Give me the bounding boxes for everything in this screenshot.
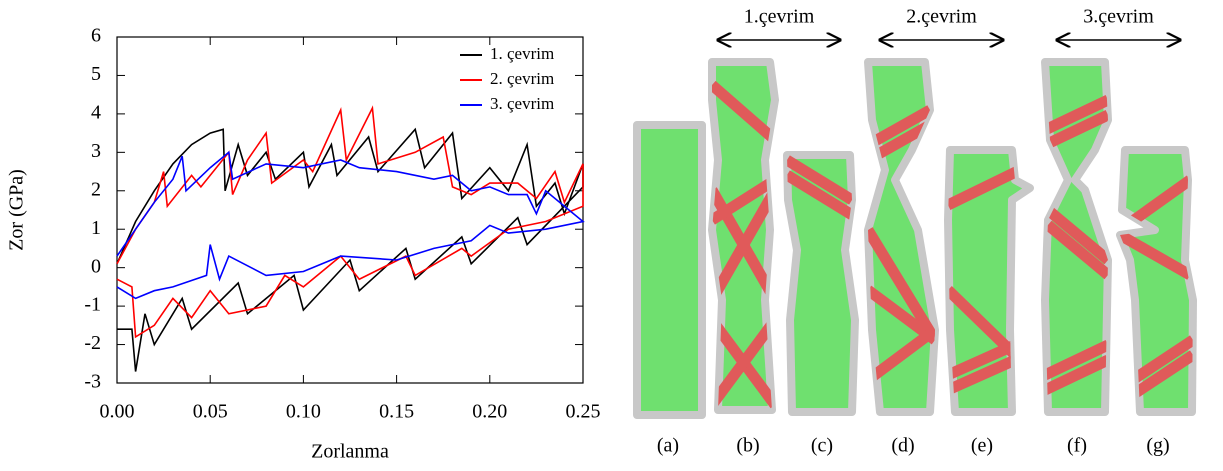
twin-band	[948, 339, 1018, 381]
y-tick-label: 6	[91, 25, 101, 47]
series-line	[116, 150, 585, 300]
twin-band	[948, 354, 1018, 396]
twin-band	[712, 316, 775, 409]
x-tick-label: 0.00	[100, 401, 135, 423]
twin-band	[787, 155, 855, 205]
twin-band	[1045, 220, 1108, 280]
y-tick-label: 1	[91, 217, 101, 239]
y-tick-label: -2	[84, 332, 101, 354]
x-tick-label: 0.05	[193, 401, 228, 423]
twin-band	[1045, 205, 1108, 265]
y-tick-label: 2	[91, 178, 101, 200]
twin-band	[712, 175, 775, 225]
twin-band	[1120, 230, 1193, 280]
twin-band	[1045, 110, 1108, 150]
cycle-label: 3.çevrim	[1083, 6, 1154, 28]
panel-label: (b)	[736, 435, 759, 457]
legend-label: 3. çevrim	[490, 94, 554, 113]
twin-band	[868, 325, 935, 385]
x-tick-label: 0.25	[566, 401, 601, 423]
x-axis-title: Zorlanma	[311, 441, 389, 463]
twin-band	[1045, 340, 1108, 380]
twin-band	[868, 227, 935, 343]
y-tick-label: 3	[91, 140, 101, 162]
panel-label: (g)	[1146, 435, 1169, 457]
series-line	[116, 105, 584, 339]
y-tick-label: -3	[84, 371, 101, 393]
twin-band	[712, 80, 775, 145]
panel-label: (a)	[657, 435, 679, 457]
legend-label: 1. çevrim	[490, 44, 554, 63]
atom-slab	[633, 121, 706, 419]
twin-band	[787, 170, 855, 220]
atom-slab	[783, 151, 859, 416]
y-tick-label: 5	[91, 63, 101, 85]
atomistic-snapshots: (a) (b) (c) (d) (e) (f) (g) 1.çevrim 2.çevrim 3.ç…	[633, 6, 1197, 457]
x-tick-label: 0.15	[379, 401, 414, 423]
panel-label: (d)	[891, 435, 914, 457]
plot-frame	[116, 36, 584, 384]
panel-label: (f)	[1067, 435, 1087, 457]
y-tick-label: 4	[91, 101, 101, 123]
series-line	[116, 127, 584, 372]
twin-band	[1045, 355, 1108, 395]
panel-label: (c)	[811, 435, 833, 457]
x-tick-label: 0.10	[286, 401, 321, 423]
cycle-label: 1.çevrim	[744, 6, 815, 28]
twin-band	[1045, 95, 1108, 135]
twin-band	[868, 105, 933, 150]
legend-label: 2. çevrim	[490, 69, 554, 88]
y-axis-title: Zor (GPa)	[6, 169, 28, 251]
cycle-label: 2.çevrim	[906, 6, 977, 28]
twin-band	[712, 187, 775, 303]
y-tick-label: 0	[91, 255, 101, 277]
panel-label: (e)	[971, 435, 993, 457]
y-tick-label: -1	[84, 294, 101, 316]
x-tick-label: 0.20	[472, 401, 507, 423]
